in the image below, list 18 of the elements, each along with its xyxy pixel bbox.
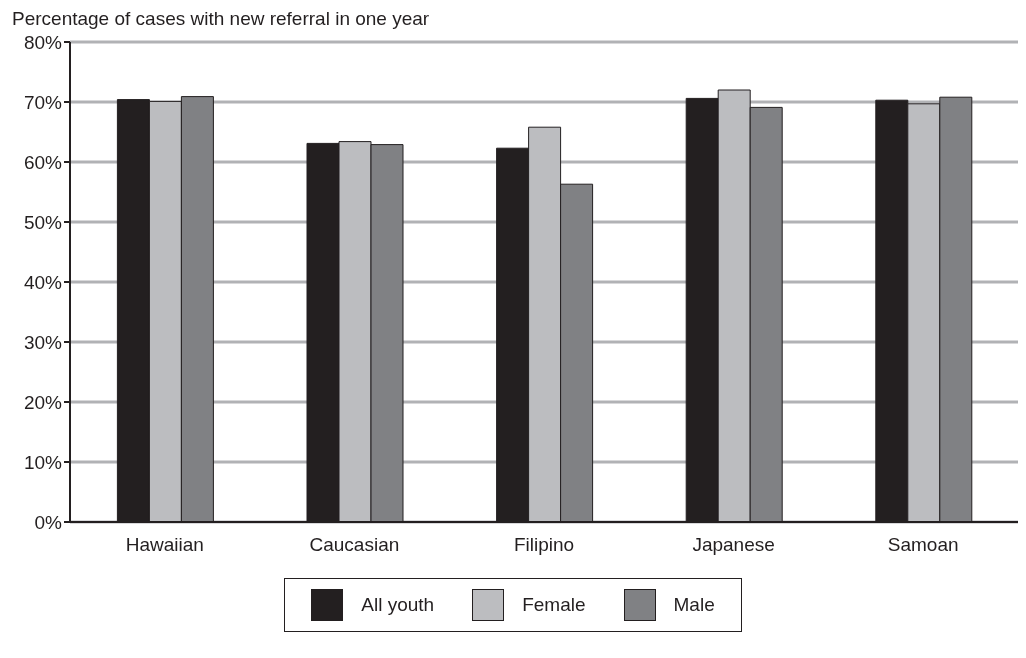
x-tick-label: Hawaiian [125,534,204,556]
y-tick-label: 70% [23,91,63,113]
y-tick-label: 60% [23,151,63,173]
y-tick-label: 20% [23,391,63,413]
x-tick-label: Japanese [692,534,775,556]
y-tick-label: 80% [23,31,63,53]
legend-label: Male [673,594,715,616]
legend-label: All youth [361,594,435,616]
x-tick-label: Filipino [513,534,575,556]
y-tick-label: 50% [23,211,63,233]
y-axis-title: Percentage of cases with new referral in one year [11,8,431,31]
y-tick-label: 0% [34,511,63,533]
x-tick-label: Samoan [887,534,959,556]
y-tick-label: 30% [23,331,63,353]
legend-label: Female [522,594,586,616]
x-tick-label: Caucasian [309,534,400,556]
y-tick-label: 40% [23,271,63,293]
y-tick-label: 10% [23,451,63,473]
